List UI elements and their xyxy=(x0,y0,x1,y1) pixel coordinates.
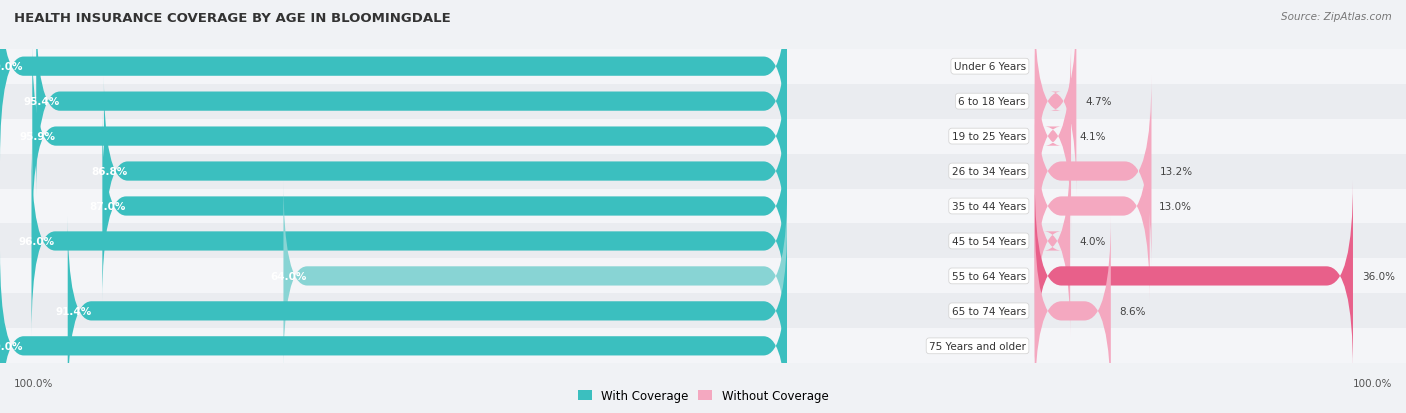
FancyBboxPatch shape xyxy=(787,84,1406,119)
FancyBboxPatch shape xyxy=(0,224,787,259)
Text: HEALTH INSURANCE COVERAGE BY AGE IN BLOOMINGDALE: HEALTH INSURANCE COVERAGE BY AGE IN BLOO… xyxy=(14,12,451,25)
Text: 13.0%: 13.0% xyxy=(1159,202,1191,211)
FancyBboxPatch shape xyxy=(103,112,787,301)
FancyBboxPatch shape xyxy=(0,154,787,189)
FancyBboxPatch shape xyxy=(787,50,1406,84)
Text: 55 to 64 Years: 55 to 64 Years xyxy=(952,271,1026,281)
FancyBboxPatch shape xyxy=(0,84,787,119)
FancyBboxPatch shape xyxy=(787,154,1406,189)
Text: Source: ZipAtlas.com: Source: ZipAtlas.com xyxy=(1281,12,1392,22)
Text: Under 6 Years: Under 6 Years xyxy=(953,62,1026,72)
Text: 13.2%: 13.2% xyxy=(1160,166,1194,177)
FancyBboxPatch shape xyxy=(67,216,787,406)
FancyBboxPatch shape xyxy=(1035,216,1111,406)
FancyBboxPatch shape xyxy=(284,181,787,371)
Text: 4.1%: 4.1% xyxy=(1080,132,1107,142)
FancyBboxPatch shape xyxy=(32,42,787,232)
FancyBboxPatch shape xyxy=(0,294,787,329)
Text: 91.4%: 91.4% xyxy=(55,306,91,316)
FancyBboxPatch shape xyxy=(1035,146,1070,337)
Text: 100.0%: 100.0% xyxy=(14,378,53,388)
FancyBboxPatch shape xyxy=(787,259,1406,294)
Text: 35 to 44 Years: 35 to 44 Years xyxy=(952,202,1026,211)
Text: 75 Years and older: 75 Years and older xyxy=(929,341,1026,351)
FancyBboxPatch shape xyxy=(787,294,1406,329)
Text: 100.0%: 100.0% xyxy=(0,62,24,72)
FancyBboxPatch shape xyxy=(1035,42,1071,232)
FancyBboxPatch shape xyxy=(0,329,787,363)
Text: 64.0%: 64.0% xyxy=(271,271,307,281)
Text: 100.0%: 100.0% xyxy=(0,341,24,351)
Text: 86.8%: 86.8% xyxy=(91,166,128,177)
Text: 4.7%: 4.7% xyxy=(1085,97,1112,107)
Text: 95.4%: 95.4% xyxy=(24,97,60,107)
FancyBboxPatch shape xyxy=(31,146,787,337)
FancyBboxPatch shape xyxy=(1035,7,1077,197)
FancyBboxPatch shape xyxy=(1035,112,1150,301)
FancyBboxPatch shape xyxy=(1035,76,1152,267)
Text: 45 to 54 Years: 45 to 54 Years xyxy=(952,236,1026,247)
FancyBboxPatch shape xyxy=(787,329,1406,363)
FancyBboxPatch shape xyxy=(104,76,787,267)
Text: 96.0%: 96.0% xyxy=(20,236,55,247)
Text: 19 to 25 Years: 19 to 25 Years xyxy=(952,132,1026,142)
FancyBboxPatch shape xyxy=(0,189,787,224)
Text: 87.0%: 87.0% xyxy=(90,202,127,211)
FancyBboxPatch shape xyxy=(0,50,787,84)
FancyBboxPatch shape xyxy=(0,119,787,154)
FancyBboxPatch shape xyxy=(37,7,787,197)
Text: 100.0%: 100.0% xyxy=(1353,378,1392,388)
FancyBboxPatch shape xyxy=(0,0,787,162)
Text: 65 to 74 Years: 65 to 74 Years xyxy=(952,306,1026,316)
Text: 95.9%: 95.9% xyxy=(20,132,56,142)
FancyBboxPatch shape xyxy=(0,251,787,413)
Legend: With Coverage, Without Coverage: With Coverage, Without Coverage xyxy=(572,385,834,407)
FancyBboxPatch shape xyxy=(787,189,1406,224)
FancyBboxPatch shape xyxy=(0,259,787,294)
Text: 26 to 34 Years: 26 to 34 Years xyxy=(952,166,1026,177)
Text: 4.0%: 4.0% xyxy=(1078,236,1105,247)
FancyBboxPatch shape xyxy=(787,119,1406,154)
FancyBboxPatch shape xyxy=(1035,181,1353,371)
FancyBboxPatch shape xyxy=(787,224,1406,259)
Text: 6 to 18 Years: 6 to 18 Years xyxy=(959,97,1026,107)
Text: 8.6%: 8.6% xyxy=(1119,306,1146,316)
Text: 36.0%: 36.0% xyxy=(1362,271,1395,281)
